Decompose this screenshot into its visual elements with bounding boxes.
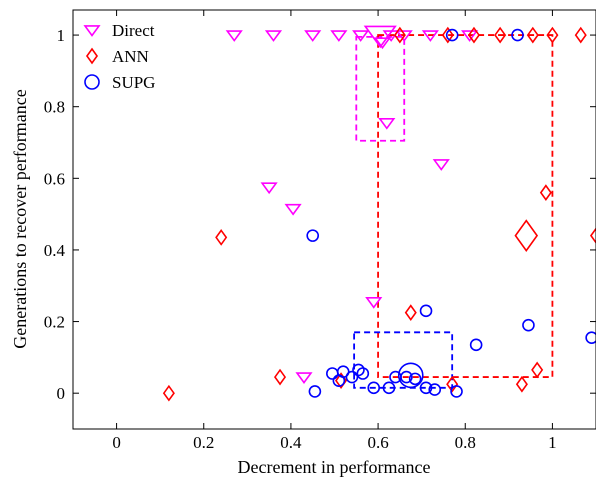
y-tick-label: 0 <box>57 384 66 403</box>
direct-point <box>330 30 348 42</box>
ann-point <box>589 227 596 244</box>
direct-series <box>225 25 479 384</box>
axes-frame <box>72 9 596 430</box>
direct-point <box>365 297 383 309</box>
supg-point <box>469 338 483 352</box>
supg-point <box>511 28 524 42</box>
supg-point <box>428 383 442 396</box>
y-tick-label: 0.8 <box>44 98 65 117</box>
ann-point <box>441 26 454 44</box>
x-tick-label: 0.2 <box>193 433 214 452</box>
x-axis-ticks: 0 0.2 0.4 0.6 0.8 1 <box>112 10 557 452</box>
direct-point <box>432 159 450 171</box>
direct-point <box>378 117 396 130</box>
supg-series <box>306 28 596 398</box>
direct-summary-box <box>355 35 406 142</box>
supg-point <box>326 367 339 380</box>
ann-point <box>467 26 480 44</box>
direct-point <box>352 30 370 42</box>
direct-point <box>395 30 413 42</box>
ann-point <box>446 375 459 393</box>
ann-point <box>526 26 539 44</box>
direct-point <box>461 30 479 42</box>
legend: Direct ANN SUPG <box>83 21 155 92</box>
supg-legend-marker <box>84 74 100 90</box>
ann-legend-label: ANN <box>112 47 149 66</box>
supg-point <box>400 370 413 384</box>
x-tick-label: 0 <box>112 433 121 452</box>
y-tick-label: 0.4 <box>44 241 66 260</box>
x-tick-label: 0.6 <box>367 433 388 452</box>
direct-point <box>295 372 313 384</box>
ann-point <box>273 368 287 386</box>
supg-centroid-marker <box>397 362 424 389</box>
ann-point <box>215 229 228 246</box>
y-tick-label: 1 <box>57 26 66 45</box>
direct-centroid-marker <box>363 25 397 49</box>
supg-summary-box <box>353 331 454 389</box>
ann-point <box>531 361 544 379</box>
supg-point <box>450 385 463 398</box>
ann-centroid-marker <box>514 219 539 252</box>
supg-point <box>332 374 346 387</box>
y-axis-ticks: 0 0.2 0.4 0.6 0.8 1 <box>44 26 596 403</box>
x-axis-label: Decrement in performance <box>238 457 431 477</box>
direct-point <box>421 30 439 42</box>
direct-point <box>260 182 278 195</box>
supg-point <box>367 381 381 395</box>
y-tick-label: 0.6 <box>44 169 65 188</box>
direct-legend-label: Direct <box>112 21 155 40</box>
supg-point <box>419 304 433 318</box>
supg-legend-label: SUPG <box>112 73 155 92</box>
direct-point <box>373 37 392 50</box>
ann-summary-box <box>377 34 554 378</box>
supg-point <box>522 318 535 332</box>
supg-point <box>306 229 320 242</box>
direct-point <box>304 30 322 42</box>
y-axis-label: Generations to recover performance <box>10 89 30 348</box>
ann-point <box>574 26 587 44</box>
supg-point <box>382 381 396 395</box>
direct-point <box>225 30 243 42</box>
supg-point <box>419 381 433 395</box>
ann-legend-marker <box>85 47 99 65</box>
ann-point <box>393 26 406 44</box>
supg-point <box>445 28 459 42</box>
ann-point <box>515 375 528 393</box>
x-tick-label: 0.8 <box>455 433 476 452</box>
ann-point <box>162 384 175 402</box>
direct-point <box>264 30 283 42</box>
y-tick-label: 0.2 <box>44 313 65 332</box>
supg-point <box>345 370 359 384</box>
supg-point <box>356 367 370 380</box>
x-tick-label: 0.4 <box>280 433 302 452</box>
direct-point <box>284 203 302 216</box>
ann-series <box>162 26 596 402</box>
ann-point <box>404 304 417 321</box>
direct-legend-marker <box>83 25 101 37</box>
x-tick-label: 1 <box>548 433 557 452</box>
supg-point <box>585 331 596 344</box>
ann-point <box>546 26 559 44</box>
plot-area <box>162 25 596 402</box>
supg-point <box>308 385 322 398</box>
ann-point <box>494 26 507 44</box>
supg-point <box>408 372 422 386</box>
ann-point <box>539 184 552 202</box>
